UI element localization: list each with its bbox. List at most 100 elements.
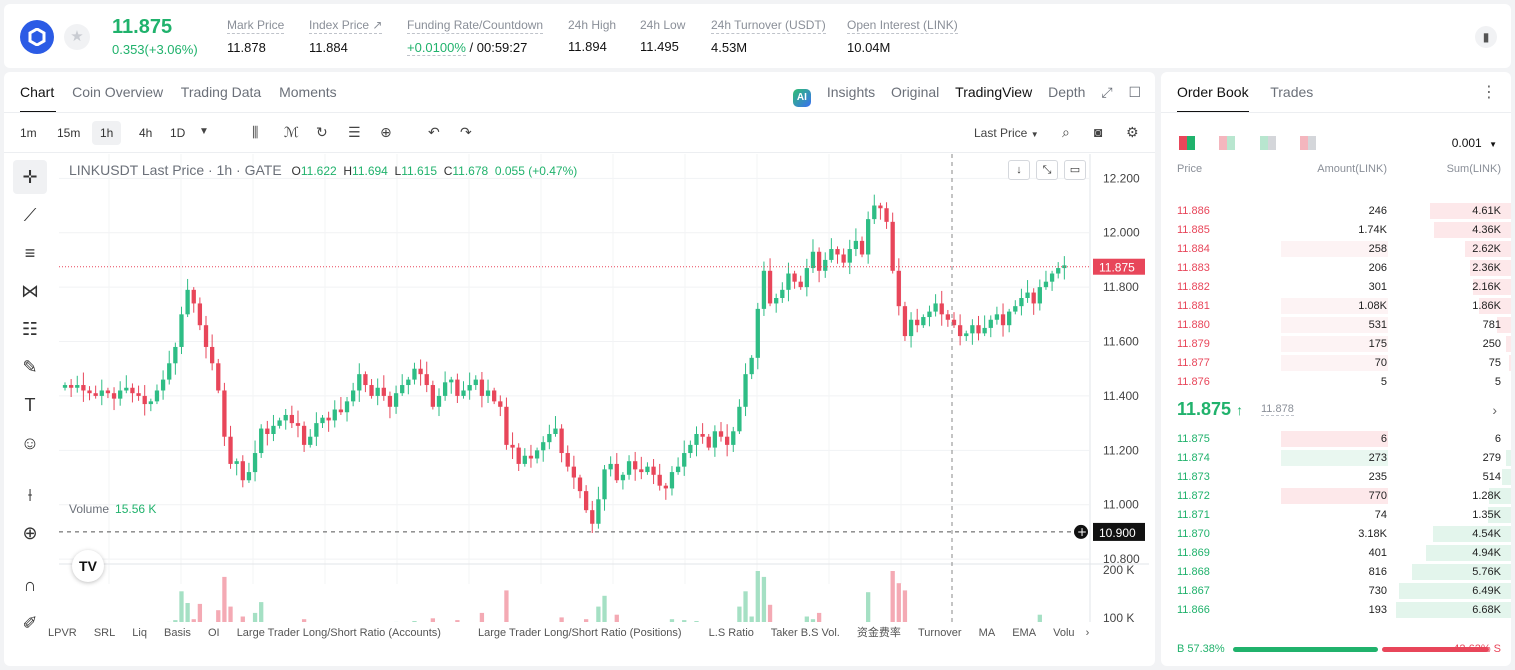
ask-row[interactable]: 11.885 1.74K 4.36K [1161, 220, 1511, 239]
ask-row[interactable]: 11.881 1.08K 1.86K [1161, 296, 1511, 315]
bid-row[interactable]: 11.871 74 1.35K [1161, 505, 1511, 524]
collapse-icon[interactable]: ⤡ [1036, 160, 1058, 180]
ask-row[interactable]: 11.884 258 2.62K [1161, 239, 1511, 258]
favorite-star-icon[interactable]: ★ [64, 24, 90, 50]
undo-icon[interactable]: ↶ [428, 124, 440, 140]
bid-row[interactable]: 11.868 816 5.76K [1161, 562, 1511, 581]
mode-both-icon[interactable] [1179, 136, 1195, 150]
camera-icon[interactable]: ◙ [1094, 124, 1103, 140]
add-alert-icon[interactable]: ⊕ [380, 124, 392, 140]
ask-row[interactable]: 11.882 301 2.16K [1161, 277, 1511, 296]
candle-type-icon[interactable]: ⫼ [252, 124, 259, 140]
tab-chart[interactable]: Chart [20, 84, 55, 100]
bid-row[interactable]: 11.872 770 1.28K [1161, 486, 1511, 505]
book-display-modes [1179, 136, 1336, 155]
refresh-icon[interactable]: ↻ [316, 124, 328, 140]
ask-amount: 258 [1368, 243, 1387, 255]
timeframe-4h[interactable]: 4h [139, 126, 153, 140]
lock-drawings-icon[interactable]: ✐ [22, 613, 38, 633]
stat-mark-price[interactable]: Mark Price 11.878 [227, 18, 285, 55]
trend-line-tool-icon[interactable]: ⟋ [23, 205, 37, 225]
tradingview-logo[interactable]: TV [72, 550, 104, 582]
indicator-item[interactable]: LPVR [48, 627, 77, 639]
pattern-tool-icon[interactable]: ⋈ [21, 281, 39, 301]
bid-row[interactable]: 11.869 401 4.94K [1161, 543, 1511, 562]
text-tool-icon[interactable]: T [24, 395, 36, 415]
magnet-tool-icon[interactable]: ∩ [23, 575, 37, 595]
horizontal-lines-tool-icon[interactable]: ≡ [24, 243, 36, 263]
view-tradingview[interactable]: TradingView [955, 84, 1033, 100]
chart-grid [59, 154, 1089, 584]
bid-row[interactable]: 11.873 235 514 [1161, 467, 1511, 486]
indicator-item[interactable]: OI [208, 627, 220, 639]
ask-row[interactable]: 11.876 5 5 [1161, 372, 1511, 391]
stat-index-price[interactable]: Index Price ↗ 11.884 [309, 18, 383, 55]
view-depth[interactable]: Depth [1048, 84, 1086, 100]
expand-icon[interactable]: ⤢ [1101, 84, 1113, 100]
search-icon[interactable]: ⌕ [1062, 124, 1070, 140]
bid-row[interactable]: 11.867 730 6.49K [1161, 581, 1511, 600]
ask-row[interactable]: 11.880 531 781 [1161, 315, 1511, 334]
mode-bids-asks-icon[interactable] [1219, 136, 1236, 150]
timeframe-1h[interactable]: 1h [92, 121, 122, 145]
redo-icon[interactable]: ↷ [460, 124, 472, 140]
fullscreen-icon[interactable]: ☐ [1128, 84, 1141, 100]
indicator-item[interactable]: L.S Ratio [708, 627, 754, 639]
tab-order-book[interactable]: Order Book [1177, 84, 1249, 100]
timeframe-15m[interactable]: 15m [57, 126, 81, 140]
ask-row[interactable]: 11.886 246 4.61K [1161, 201, 1511, 220]
bid-row[interactable]: 11.875 6 6 [1161, 429, 1511, 448]
guide-book-icon[interactable]: ▮ [1475, 26, 1497, 48]
mode-bids-icon[interactable] [1259, 136, 1276, 150]
fibonacci-tool-icon[interactable]: ☷ [21, 319, 39, 339]
indicator-item[interactable]: 资金费率 [856, 627, 901, 639]
emoji-tool-icon[interactable]: ☺ [20, 433, 40, 453]
indicator-item[interactable]: Large Trader Long/Short Ratio (Accounts) [236, 627, 441, 639]
ask-row[interactable]: 11.879 175 250 [1161, 334, 1511, 353]
mode-asks-icon[interactable] [1300, 136, 1317, 150]
tab-trading-data[interactable]: Trading Data [180, 84, 262, 100]
tab-coin-overview[interactable]: Coin Overview [72, 84, 164, 100]
indicator-item[interactable]: Large Trader Long/Short Ratio (Positions… [477, 627, 682, 639]
indicator-item[interactable]: Turnover [917, 627, 962, 639]
timeframe-1d[interactable]: 1D [170, 126, 186, 140]
precision-select[interactable]: 0.001 ▼ [1452, 136, 1497, 150]
templates-icon[interactable]: ☰ [348, 124, 361, 140]
indicator-item[interactable]: Taker B.S Vol. [770, 627, 840, 639]
indicator-item[interactable]: EMA [1012, 627, 1037, 639]
chevron-right-icon[interactable]: › [1492, 402, 1497, 418]
indicator-item[interactable]: Basis [164, 627, 191, 639]
indicator-item[interactable]: Liq [132, 627, 147, 639]
view-insights[interactable]: AI Insights [781, 84, 875, 107]
stat-funding-rate[interactable]: Funding Rate/Countdown +0.0100% / 00:59:… [407, 18, 544, 56]
crosshair-tool-icon[interactable]: ✛ [13, 160, 47, 194]
stat-24h-turnover[interactable]: 24h Turnover (USDT) 4.53M [711, 18, 826, 55]
stat-open-interest[interactable]: Open Interest (LINK) 10.04M [847, 18, 958, 55]
settings-gear-icon[interactable]: ⚙ [1126, 124, 1139, 140]
view-original[interactable]: Original [891, 84, 940, 100]
maximize-pane-icon[interactable]: ▭ [1064, 160, 1086, 180]
tab-trades[interactable]: Trades [1270, 84, 1314, 100]
timeframe-dropdown-icon[interactable]: ▼ [199, 126, 209, 137]
indicator-item[interactable]: Volu [1053, 627, 1075, 639]
indicators-icon[interactable]: ℳ [284, 124, 299, 140]
ask-row[interactable]: 11.883 206 2.36K [1161, 258, 1511, 277]
bid-row[interactable]: 11.866 193 6.68K [1161, 600, 1511, 619]
more-options-icon[interactable]: ⋮ [1481, 84, 1497, 101]
candlestick-chart[interactable]: 12.200 12.000 11.800 11.600 11.400 11.200 11.0… [59, 154, 1149, 622]
tab-moments[interactable]: Moments [279, 84, 337, 100]
ask-amount: 5 [1380, 376, 1387, 388]
zoom-in-tool-icon[interactable]: ⊕ [22, 523, 38, 543]
scroll-down-icon[interactable]: ↓ [1008, 160, 1030, 180]
ask-row[interactable]: 11.877 70 75 [1161, 353, 1511, 372]
candle-body [393, 393, 399, 407]
indicator-item[interactable]: SRL [93, 627, 116, 639]
brush-tool-icon[interactable]: ✎ [22, 357, 38, 377]
timeframe-1m[interactable]: 1m [20, 126, 37, 140]
bid-row[interactable]: 11.874 273 279 [1161, 448, 1511, 467]
bid-row[interactable]: 11.870 3.18K 4.54K [1161, 524, 1511, 543]
indicator-item[interactable]: MA [978, 627, 996, 639]
price-type-select[interactable]: Last Price ▼ [974, 126, 1039, 140]
chevron-right-icon[interactable]: › [1085, 627, 1090, 639]
ruler-tool-icon[interactable]: ⟊ [27, 485, 33, 505]
